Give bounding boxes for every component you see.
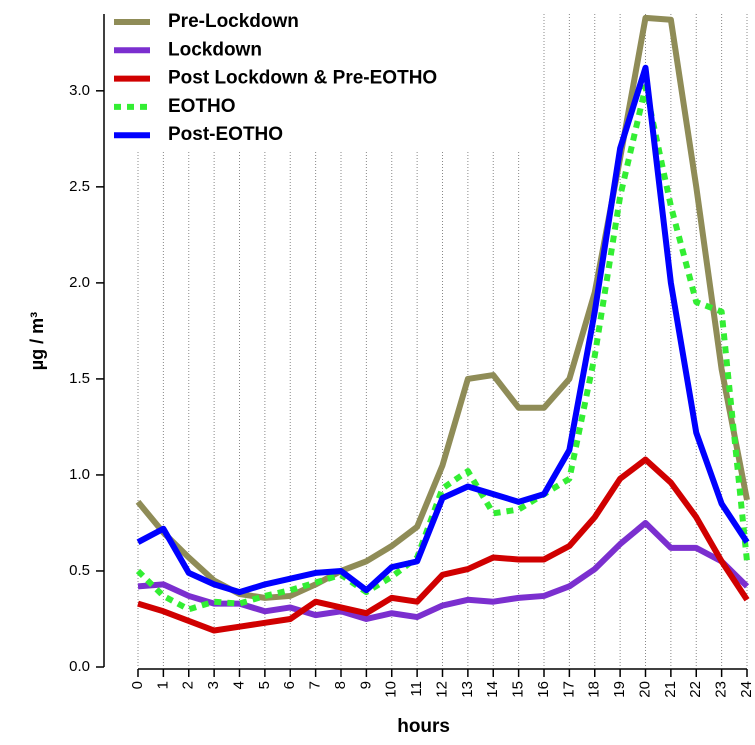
x-tick-label: 9 xyxy=(357,681,374,689)
series-line xyxy=(137,519,750,622)
y-tick-label: 3.0 xyxy=(69,82,90,99)
y-axis-label: µg / m³ xyxy=(27,312,47,370)
x-axis-label: hours xyxy=(397,716,450,737)
series-line xyxy=(137,456,750,634)
x-tick-label: 21 xyxy=(662,681,679,698)
series-line xyxy=(136,64,750,596)
x-tick-label: 13 xyxy=(459,681,476,698)
y-tick-label: 1.0 xyxy=(69,466,90,483)
legend-background xyxy=(110,6,522,150)
x-tick-label: 18 xyxy=(586,681,603,698)
legend-label: EOTHO xyxy=(168,96,236,117)
x-tick-label: 15 xyxy=(510,681,527,698)
x-tick-label: 17 xyxy=(560,681,577,698)
legend-label: Post Lockdown & Pre-EOTHO xyxy=(168,68,437,89)
x-tick-label: 6 xyxy=(281,681,298,689)
x-tick-label: 3 xyxy=(205,681,222,689)
x-tick-label: 4 xyxy=(230,681,247,689)
x-tick-label: 5 xyxy=(256,681,273,689)
x-tick-label: 8 xyxy=(332,681,349,689)
legend-label: Lockdown xyxy=(168,39,262,60)
x-tick-label: 12 xyxy=(433,681,450,698)
x-tick-label: 11 xyxy=(408,681,425,697)
y-tick-label: 2.5 xyxy=(69,178,90,195)
x-tick-label: 19 xyxy=(611,681,628,698)
y-tick-label: 0.0 xyxy=(69,658,90,675)
x-tick-label: 10 xyxy=(383,681,400,698)
x-tick-label: 24 xyxy=(738,681,755,698)
x-tick-label: 2 xyxy=(180,681,197,689)
x-tick-label: 20 xyxy=(636,681,653,698)
x-tick-label: 7 xyxy=(307,681,324,689)
y-tick-label: 2.0 xyxy=(69,274,90,291)
legend-label: Pre-Lockdown xyxy=(168,11,299,32)
y-tick-label: 1.5 xyxy=(69,370,90,387)
legend-label: Post-EOTHO xyxy=(168,124,283,145)
y-tick-label: 0.5 xyxy=(69,562,90,579)
x-tick-label: 1 xyxy=(154,681,171,689)
x-tick-label: 14 xyxy=(484,681,501,698)
x-tick-label: 16 xyxy=(535,681,552,698)
x-tick-label: 22 xyxy=(687,681,704,698)
x-tick-label: 0 xyxy=(129,681,146,689)
x-tick-label: 23 xyxy=(713,681,730,698)
